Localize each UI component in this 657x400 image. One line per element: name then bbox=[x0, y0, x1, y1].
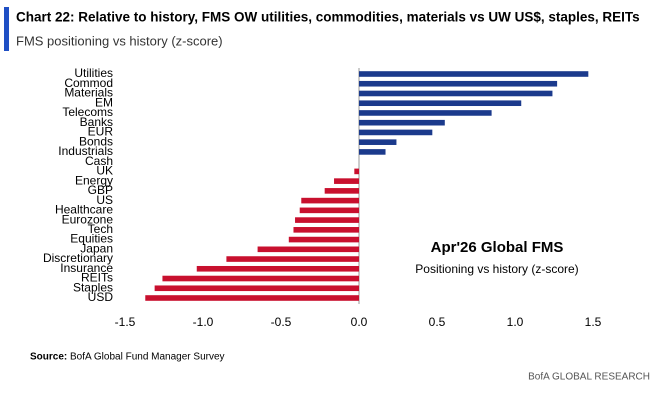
y-tick-label: Materials bbox=[64, 86, 113, 100]
bar bbox=[301, 197, 359, 204]
bar bbox=[359, 90, 553, 97]
bar bbox=[359, 119, 445, 126]
bar bbox=[226, 256, 359, 262]
bar bbox=[359, 110, 492, 116]
source-label: Source: bbox=[30, 352, 67, 363]
footer: BofA GLOBAL RESEARCH bbox=[528, 372, 650, 383]
annotation-subtitle: Positioning vs history (z-score) bbox=[415, 262, 578, 276]
bar bbox=[257, 246, 359, 253]
y-tick-label: Cash bbox=[85, 154, 113, 168]
annotation-title: Apr'26 Global FMS bbox=[431, 239, 564, 256]
bar bbox=[359, 139, 397, 145]
bar bbox=[359, 149, 386, 155]
y-tick-label: REITs bbox=[81, 271, 113, 285]
bar bbox=[334, 178, 359, 184]
bar bbox=[295, 217, 359, 223]
bar bbox=[162, 275, 359, 282]
y-tick-label: EUR bbox=[88, 125, 114, 139]
y-tick-label: GBP bbox=[88, 183, 113, 197]
bar bbox=[354, 168, 359, 175]
y-tick-label: UK bbox=[96, 164, 113, 178]
bar bbox=[145, 295, 359, 301]
y-tick-label: Equities bbox=[70, 232, 113, 246]
bar bbox=[324, 188, 359, 194]
bar bbox=[154, 285, 359, 292]
x-tick-label: 0.5 bbox=[429, 315, 446, 329]
x-tick-label: -0.5 bbox=[271, 315, 292, 329]
bar bbox=[359, 129, 433, 136]
chart-title: Chart 22: Relative to history, FMS OW ut… bbox=[16, 10, 640, 25]
y-tick-label: Banks bbox=[80, 115, 113, 129]
source: BofA Global Fund Manager Survey bbox=[70, 352, 225, 363]
y-tick-label: Healthcare bbox=[55, 203, 113, 217]
y-tick-label: Tech bbox=[88, 222, 113, 236]
y-tick-label: Bonds bbox=[79, 134, 113, 148]
y-tick-label: Industrials bbox=[58, 144, 113, 158]
x-tick-label: -1.5 bbox=[115, 315, 136, 329]
y-tick-label: Eurozone bbox=[62, 212, 114, 226]
bar bbox=[359, 80, 558, 87]
y-tick-label: Commod bbox=[64, 76, 113, 90]
x-tick-label: 1.0 bbox=[507, 315, 524, 329]
x-tick-label: 0.0 bbox=[351, 315, 368, 329]
chart-subtitle: FMS positioning vs history (z-score) bbox=[16, 33, 223, 48]
x-tick-label: -1.0 bbox=[193, 315, 214, 329]
y-tick-label: Staples bbox=[73, 280, 113, 294]
y-tick-label: US bbox=[96, 193, 113, 207]
bar bbox=[359, 71, 589, 77]
y-tick-label: Insurance bbox=[60, 261, 113, 275]
x-tick-label: 1.5 bbox=[585, 315, 602, 329]
title-accent bbox=[4, 7, 9, 51]
y-tick-label: Telecoms bbox=[62, 105, 113, 119]
y-tick-label: Discretionary bbox=[43, 251, 113, 265]
y-tick-label: USD bbox=[88, 290, 114, 304]
bar bbox=[288, 236, 359, 243]
y-tick-label: EM bbox=[95, 95, 113, 109]
bar bbox=[299, 207, 359, 214]
y-tick-label: Energy bbox=[75, 173, 113, 187]
bar bbox=[196, 265, 359, 272]
y-tick-label: Utilities bbox=[74, 66, 113, 80]
bar bbox=[293, 227, 359, 233]
y-tick-label: Japan bbox=[80, 241, 113, 255]
bar bbox=[359, 100, 522, 107]
